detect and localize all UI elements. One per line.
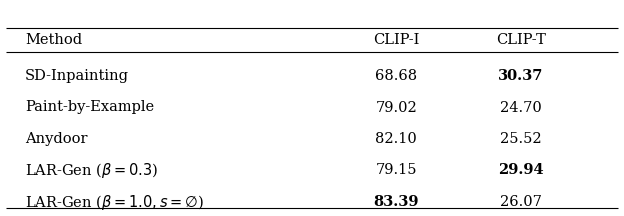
Text: 29.94: 29.94	[498, 164, 544, 178]
Text: 25.52: 25.52	[500, 132, 542, 146]
Text: CLIP-I: CLIP-I	[373, 33, 419, 47]
Text: 79.15: 79.15	[376, 164, 417, 178]
Text: 82.10: 82.10	[376, 132, 417, 146]
Text: 68.68: 68.68	[375, 69, 417, 83]
Text: LAR-Gen ($\beta = 0.3$): LAR-Gen ($\beta = 0.3$)	[25, 161, 158, 180]
Text: SD-Inpainting: SD-Inpainting	[25, 69, 129, 83]
Text: Anydoor: Anydoor	[25, 132, 87, 146]
Text: 26.07: 26.07	[500, 195, 542, 209]
Text: 79.02: 79.02	[376, 100, 417, 114]
Text: LAR-Gen ($\beta = 1.0, s = \emptyset$): LAR-Gen ($\beta = 1.0, s = \emptyset$)	[25, 192, 204, 211]
Text: 24.70: 24.70	[500, 100, 542, 114]
Text: Paint-by-Example: Paint-by-Example	[25, 100, 154, 114]
Text: 83.39: 83.39	[374, 195, 419, 209]
Text: 30.37: 30.37	[499, 69, 544, 83]
Text: CLIP-T: CLIP-T	[496, 33, 546, 47]
Text: Method: Method	[25, 33, 82, 47]
